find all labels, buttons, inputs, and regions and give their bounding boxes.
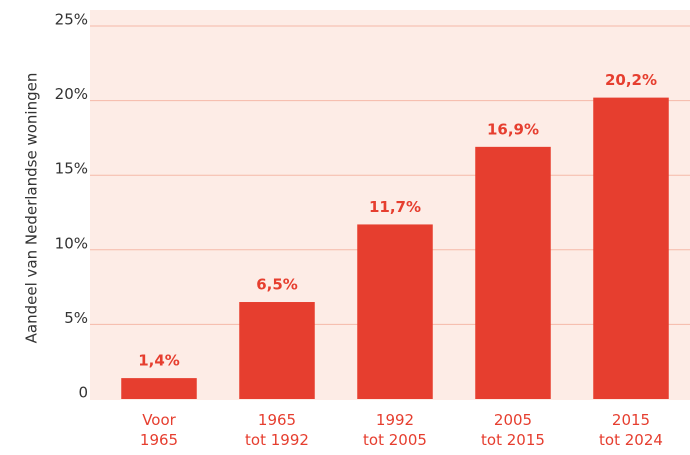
value-label: 16,9% (487, 120, 539, 138)
y-tick-label: 10% (55, 234, 88, 252)
y-tick-label: 0 (78, 384, 88, 402)
value-label: 11,7% (369, 198, 421, 216)
y-tick-label: 5% (64, 309, 88, 327)
bar (475, 146, 551, 399)
bar (121, 378, 197, 399)
bar (239, 302, 315, 399)
value-label: 1,4% (138, 352, 180, 370)
value-label: 6,5% (256, 276, 298, 294)
x-tick-label: 2015 tot 2024 (599, 411, 663, 449)
x-tick-label: Voor 1965 (140, 411, 178, 449)
x-tick-label: 1965 tot 1992 (245, 411, 309, 449)
bar (593, 97, 669, 399)
y-tick-label: 20% (55, 85, 88, 103)
value-label: 20,2% (605, 71, 657, 89)
x-tick-label: 2005 tot 2015 (481, 411, 545, 449)
y-axis-label: Aandeel van Nederlandse woningen (23, 73, 41, 344)
y-tick-label: 25% (55, 11, 88, 29)
x-tick-label: 1992 tot 2005 (363, 411, 427, 449)
y-tick-label: 15% (55, 160, 88, 178)
bar (357, 224, 433, 399)
